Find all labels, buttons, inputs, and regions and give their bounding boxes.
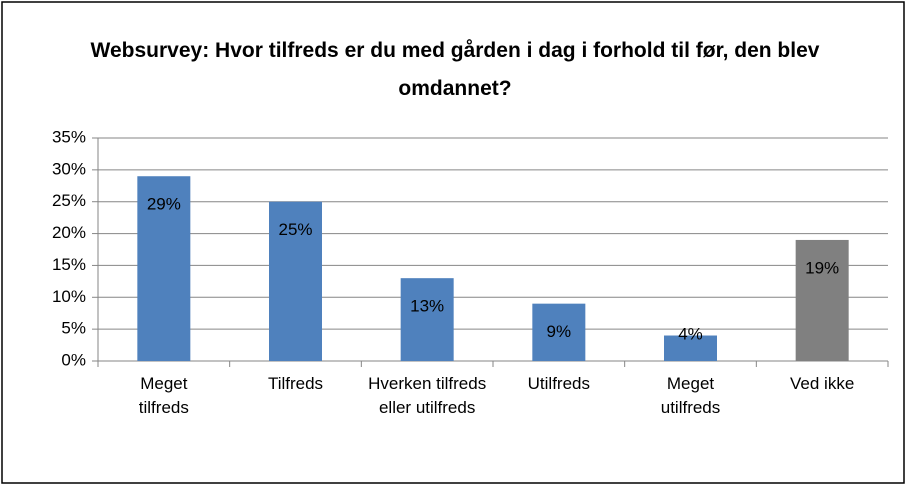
y-tick-label: 30% (52, 159, 86, 178)
bar (664, 335, 717, 361)
y-tick-label: 0% (61, 350, 86, 369)
y-tick-label: 15% (52, 255, 86, 274)
bar (532, 303, 586, 361)
x-tick-label: Hverken tilfreds eller utilfreds (368, 374, 487, 417)
chart-title: Websurvey: Hvor tilfreds er du med gårde… (90, 39, 820, 100)
data-label: 19% (805, 258, 839, 277)
x-tick-label: Meget utilfreds (660, 374, 721, 417)
x-tick-label: Meget tilfreds (138, 374, 189, 417)
bar (795, 239, 849, 361)
y-tick-label: 35% (52, 127, 86, 146)
data-label: 4% (678, 324, 703, 343)
bar (400, 278, 454, 361)
bar (137, 176, 191, 361)
bar (269, 201, 322, 361)
data-label: 29% (147, 195, 181, 214)
y-tick-label: 20% (52, 223, 86, 242)
data-label: 25% (278, 220, 312, 239)
data-label: 13% (410, 297, 444, 316)
x-tick-label: Utilfreds (527, 374, 590, 393)
x-tick-label: Tilfreds (267, 374, 324, 393)
data-label: 9% (547, 322, 572, 341)
x-tick-label: Ved ikke (790, 374, 855, 393)
y-tick-label: 10% (52, 287, 86, 306)
y-tick-label: 5% (61, 319, 86, 338)
y-tick-label: 25% (52, 191, 86, 210)
